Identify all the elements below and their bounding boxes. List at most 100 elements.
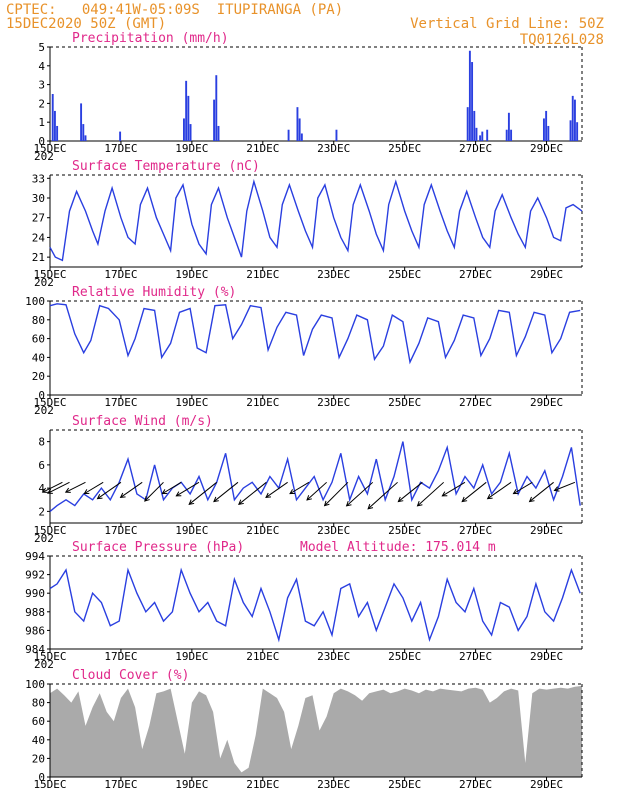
y-tick-label: 992 (25, 569, 45, 582)
precip-bar (542, 118, 545, 141)
wind-arrow-head (213, 496, 219, 503)
x-year-fragment: 202 (34, 658, 54, 671)
cloud-cover-area (50, 685, 582, 777)
y-tick-label: 60 (32, 715, 45, 728)
y-tick-label: 30 (32, 192, 45, 205)
wind-arrow-head (119, 492, 126, 499)
wind-arrow-shaft (513, 481, 533, 495)
panel-2: 21 24 27 30 33 15DEC 17DEC 19DEC 21DEC 23DEC 25DEC… (32, 159, 583, 289)
x-tick-label: 17DEC (104, 142, 137, 155)
series-line (49, 178, 583, 262)
y-tick-label: 5 (38, 41, 45, 54)
wind-arrow-head (144, 496, 150, 502)
x-tick-label: 29DEC (530, 778, 563, 791)
wind-arrow-head (46, 488, 53, 494)
x-tick-label: 23DEC (317, 396, 350, 409)
wind-arrow-head (64, 487, 71, 493)
series-line (49, 567, 581, 643)
wind-arrow-head (96, 494, 103, 500)
wind-arrow-shaft (487, 481, 512, 500)
wind-arrow-head (461, 496, 468, 503)
precip-bar (82, 124, 85, 141)
x-tick-label: 17DEC (104, 650, 137, 663)
model-id: TQ0126L028 (519, 32, 604, 48)
y-tick-label: 0 (38, 771, 45, 784)
x-year-fragment: 202 (34, 404, 54, 417)
x-tick-label: 19DEC (175, 142, 208, 155)
y-tick-label: 8 (38, 436, 45, 449)
wind-arrow-head (238, 499, 244, 505)
panel-6: 0 20 40 60 80 100 15DEC 17DEC 19DEC 21DEC 23DEC 25D… (25, 668, 583, 791)
precip-bar (51, 94, 54, 141)
x-tick-label: 15DEC (33, 142, 66, 155)
series-line (49, 303, 581, 365)
wind-arrow-shaft (213, 481, 239, 502)
y-tick-label: 0 (38, 389, 45, 402)
precip-bar (547, 125, 550, 141)
panel-title: Cloud Cover (%) (72, 668, 189, 683)
wind-arrow-shaft (367, 481, 398, 510)
wind-arrow-head (345, 500, 352, 507)
precip-bar (84, 135, 87, 141)
x-tick-label: 21DEC (246, 778, 279, 791)
x-tick-label: 21DEC (246, 268, 279, 281)
y-tick-label: 24 (32, 231, 46, 244)
x-tick-label: 17DEC (104, 524, 137, 537)
x-tick-label: 27DEC (459, 396, 492, 409)
y-tick-label: 984 (25, 643, 45, 656)
precip-bar (185, 80, 188, 141)
wind-arrow-head (83, 489, 90, 495)
wind-arrow-shaft (120, 481, 143, 498)
y-tick-label: 80 (32, 697, 45, 710)
precip-bar (215, 75, 218, 141)
wind-arrow-shaft (47, 481, 70, 494)
x-tick-label: 19DEC (175, 268, 208, 281)
x-tick-label: 15DEC (33, 778, 66, 791)
wind-arrow-shaft (529, 481, 554, 502)
precip-bar (545, 110, 548, 141)
x-tick-label: 19DEC (175, 650, 208, 663)
panel-title: Precipitation (mm/h) (72, 31, 229, 46)
x-tick-label: 19DEC (175, 524, 208, 537)
wind-arrow-shaft (188, 481, 218, 505)
y-tick-label: 20 (32, 370, 45, 383)
wind-arrow-shaft (176, 481, 200, 497)
wind-arrow-shaft (442, 481, 466, 497)
x-tick-label: 29DEC (530, 396, 563, 409)
wind-arrow-head (175, 491, 182, 497)
y-tick-label: 40 (32, 351, 45, 364)
y-tick-label: 994 (25, 550, 45, 563)
x-tick-label: 27DEC (459, 268, 492, 281)
precip-bar (187, 95, 190, 141)
x-tick-label: 25DEC (388, 778, 421, 791)
x-tick-label: 23DEC (317, 650, 350, 663)
panel-5: 984 986 988 990 992 994 15DEC 17DEC 19DEC 21DEC 23… (25, 540, 583, 671)
precip-bar (80, 103, 83, 141)
x-tick-label: 19DEC (175, 396, 208, 409)
precip-bar (468, 50, 471, 142)
precip-bar (471, 62, 474, 141)
precip-bar (213, 99, 216, 141)
x-year-fragment: 202 (34, 150, 54, 163)
y-tick-label: 990 (25, 587, 45, 600)
precip-bar (571, 95, 574, 141)
run-date: 15DEC2020 50Z (GMT) (6, 16, 167, 32)
y-tick-label: 100 (25, 678, 45, 691)
y-tick-label: 6 (38, 459, 45, 472)
precip-bar (217, 125, 220, 141)
wind-arrow-shaft (554, 481, 576, 491)
wind-arrow-shaft (346, 481, 374, 507)
x-tick-label: 25DEC (388, 268, 421, 281)
wind-arrow-shaft (65, 481, 86, 493)
y-tick-label: 4 (38, 482, 45, 495)
precip-bar (287, 129, 290, 141)
wind-arrow-shaft (289, 481, 310, 495)
wind-arrow-head (367, 503, 374, 510)
wind-arrow-shaft (417, 481, 445, 507)
panel-4: 2 4 6 8 15DEC 17DEC 19DEC 21DEC 23DEC 25DEC 27DEC 2… (33, 414, 583, 545)
precip-bar (466, 107, 469, 141)
precip-bar (119, 131, 122, 141)
wind-arrow-shaft (398, 481, 423, 502)
x-tick-label: 25DEC (388, 524, 421, 537)
y-tick-label: 33 (32, 172, 45, 185)
